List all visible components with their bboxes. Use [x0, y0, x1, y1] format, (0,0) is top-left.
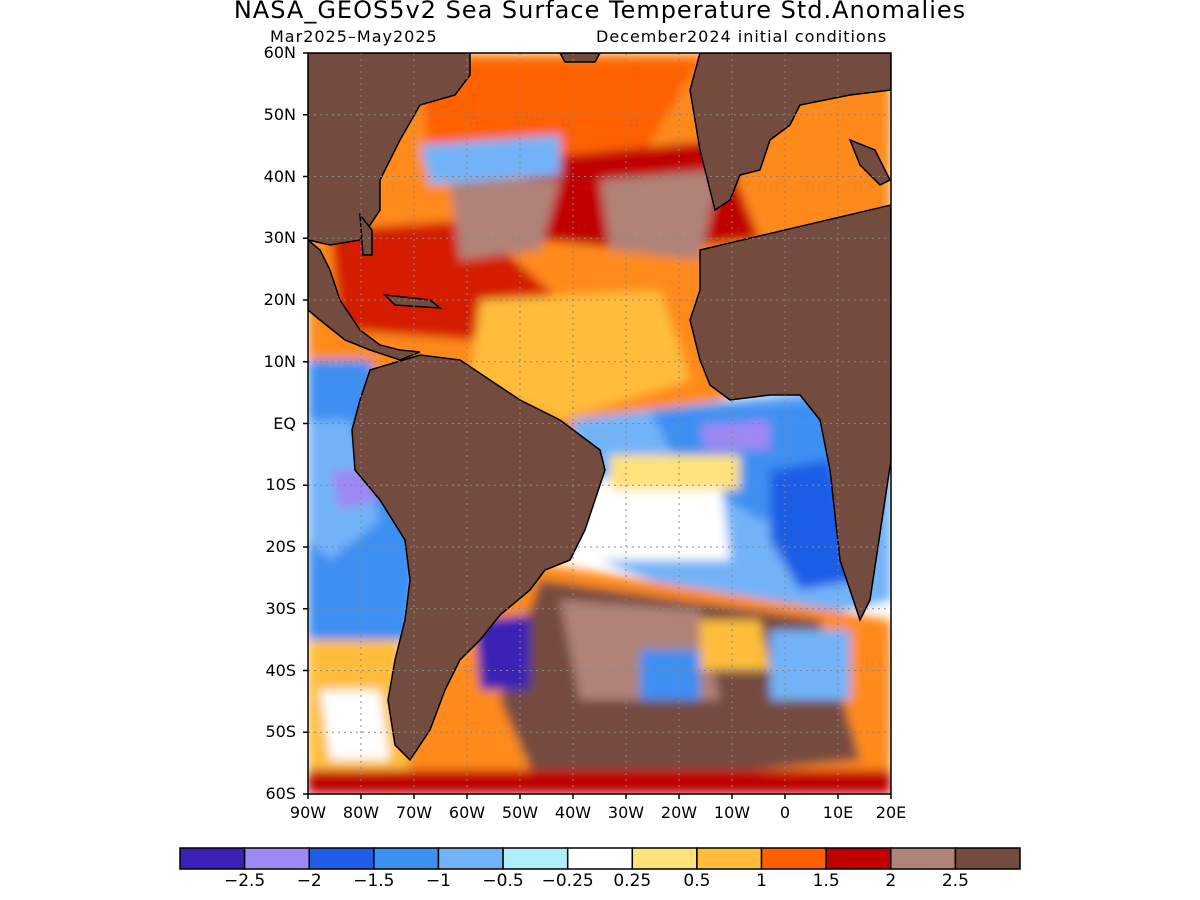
- lon-label: 10E: [822, 803, 854, 822]
- lat-label: EQ: [273, 413, 296, 433]
- lat-label: 60N: [263, 43, 296, 62]
- graticule: [308, 53, 891, 794]
- colorbar-swatch: [179, 847, 246, 870]
- lat-label: 20S: [265, 537, 296, 556]
- lon-label: 40W: [554, 803, 592, 822]
- lon-label: 70W: [395, 803, 433, 822]
- colorbar-tick-label: −1.5: [353, 871, 395, 891]
- anomaly-field: [308, 53, 891, 794]
- lat-label: 10N: [263, 351, 296, 371]
- colorbar-tick-label: 2: [885, 871, 897, 891]
- initial-conditions: December2024 initial conditions: [596, 27, 888, 46]
- colorbar-tick-label: −2.5: [223, 871, 266, 891]
- colorbar-swatch: [825, 847, 892, 870]
- lon-label: 20W: [660, 803, 698, 822]
- lon-label: 80W: [342, 803, 380, 822]
- colorbar-tick-label: −0.25: [541, 871, 594, 891]
- lon-label: 0: [779, 803, 791, 822]
- map-title: NASA_GEOS5v2 Sea Surface Temperature Std…: [233, 0, 967, 24]
- lon-label: 50W: [501, 803, 539, 822]
- colorbar-swatch: [566, 847, 634, 870]
- colorbar-tick-label: 0.25: [613, 871, 652, 891]
- colorbar-tick-label: 1.5: [812, 871, 840, 891]
- colorbar-swatch: [760, 847, 827, 870]
- colorbar-swatch: [243, 847, 310, 870]
- colorbar-tick-label: −2: [296, 871, 322, 891]
- colorbar-swatch: [308, 847, 375, 870]
- colorbar-swatch: [502, 847, 569, 870]
- lat-label: 60S: [265, 784, 296, 803]
- forecast-period: Mar2025–May2025: [270, 27, 438, 46]
- lat-label: 40S: [265, 660, 296, 680]
- colorbar: [179, 847, 1021, 870]
- land: [308, 53, 891, 762]
- colorbar-swatch: [631, 847, 698, 870]
- colorbar-swatch: [373, 847, 440, 870]
- lat-label: 30N: [263, 228, 296, 248]
- lon-label: 30W: [607, 803, 645, 822]
- lon-label: 90W: [289, 803, 327, 822]
- colorbar-tick-label: 1: [756, 871, 767, 891]
- lon-label: 10W: [713, 803, 751, 822]
- axis-ticks: [303, 52, 892, 799]
- colorbar-tick-label: 0.5: [683, 871, 711, 891]
- colorbar-tick-label: 2.5: [941, 871, 969, 891]
- lat-label: 10S: [265, 475, 296, 495]
- colorbar-swatch: [890, 847, 957, 870]
- lat-label: 30S: [265, 598, 296, 618]
- colorbar-tick-label: −1: [425, 871, 451, 891]
- lat-label: 40N: [263, 166, 296, 186]
- lat-label: 50N: [263, 104, 296, 124]
- colorbar-swatch: [437, 847, 504, 870]
- colorbar-swatch: [696, 847, 763, 870]
- lat-label: 20N: [263, 290, 296, 309]
- colorbar-tick-label: −0.5: [482, 871, 524, 891]
- colorbar-swatch: [954, 847, 1021, 870]
- lat-label: 50S: [265, 722, 296, 742]
- lon-label: 20E: [875, 803, 907, 822]
- lon-label: 60W: [448, 803, 486, 822]
